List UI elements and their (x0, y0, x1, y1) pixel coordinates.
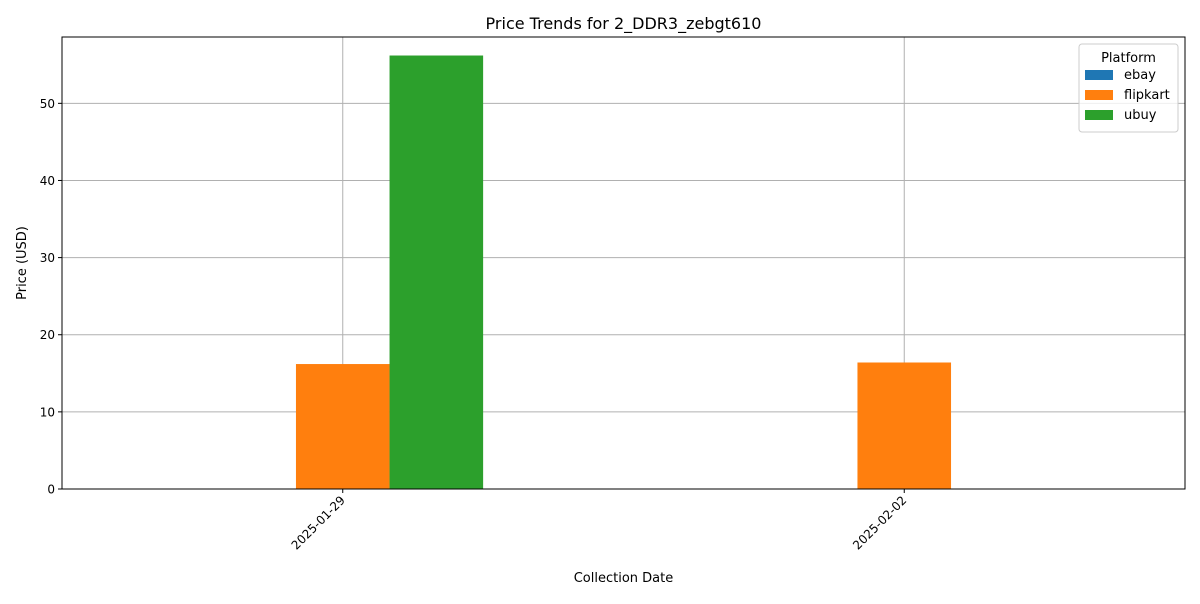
x-tick-label: 2025-02-02 (850, 493, 909, 552)
legend-label-ubuy: ubuy (1124, 108, 1157, 123)
bars (295, 55, 952, 490)
legend-swatch-ubuy (1085, 110, 1113, 120)
legend-entries: ebay flipkart ubuy (1085, 68, 1170, 123)
y-tick-label: 20 (40, 328, 55, 342)
axes-frame (61, 36, 1186, 490)
legend-label-ebay: ebay (1124, 68, 1156, 83)
legend-label-flipkart: flipkart (1124, 88, 1170, 103)
legend-swatch-ebay (1085, 70, 1113, 80)
y-tick-label: 50 (40, 97, 55, 111)
chart-title: Price Trends for 2_DDR3_zebgt610 (486, 14, 762, 34)
bar-flipkart-2025-02-02 (857, 362, 952, 489)
y-tick-label: 0 (47, 483, 55, 497)
y-tick-label: 40 (40, 174, 55, 188)
bar-flipkart-2025-01-29 (295, 364, 390, 489)
x-tick-label: 2025-01-29 (289, 493, 348, 552)
bar-ubuy-2025-01-29 (389, 55, 484, 490)
legend-swatch-flipkart (1085, 90, 1113, 100)
x-axis-label: Collection Date (574, 571, 674, 586)
y-axis-label: Price (USD) (15, 226, 30, 300)
grid-lines (62, 37, 1185, 490)
y-tick-label: 30 (40, 251, 55, 265)
y-tick-label: 10 (40, 405, 55, 419)
legend: Platform ebay flipkart ubuy (1078, 43, 1179, 133)
legend-title: Platform (1101, 51, 1156, 66)
